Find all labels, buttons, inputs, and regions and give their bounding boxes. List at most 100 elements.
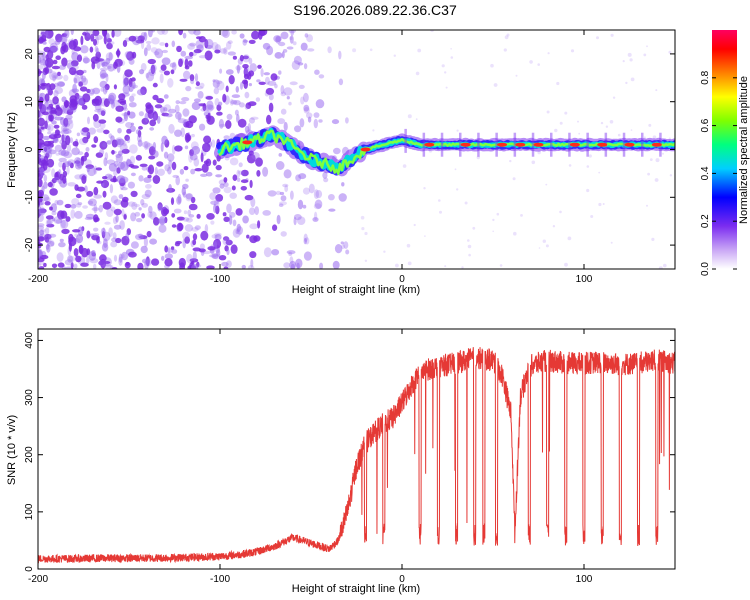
spectrogram-noise-blob — [178, 257, 186, 268]
spectrogram-noise-blob — [117, 162, 126, 170]
spectrogram-noise-blob — [134, 203, 141, 208]
spectrogram-noise-blob — [293, 214, 302, 221]
spectrogram-noise-blob — [160, 64, 167, 71]
spectrogram-noise-blob — [300, 42, 308, 51]
spectrogram-noise-blob — [148, 155, 156, 160]
spectrogram-noise-blob — [223, 177, 228, 183]
spectrogram-noise-blob — [225, 85, 229, 93]
spectrogram-noise-blob — [194, 225, 201, 231]
spectrogram-noise-blob — [89, 46, 94, 53]
spectrogram-noise-blob — [554, 128, 558, 133]
spectrogram-noise-blob — [568, 164, 572, 167]
spectrogram-noise-blob — [231, 30, 237, 35]
spectrogram-noise-blob — [55, 152, 60, 156]
spectrogram-noise-blob — [248, 83, 252, 87]
spectrogram-noise-blob — [101, 243, 109, 252]
spectrogram-noise-blob — [62, 118, 68, 127]
spectrogram-noise-blob — [318, 119, 323, 123]
spectrogram-noise-blob — [72, 229, 81, 233]
spectrogram-noise-blob — [38, 77, 43, 85]
spectrogram-noise-blob — [113, 30, 122, 37]
spectrogram-noise-blob — [52, 138, 59, 143]
spectrogram-noise-blob — [112, 216, 118, 225]
spectrogram-noise-blob — [86, 255, 90, 265]
spectrogram-noise-blob — [150, 47, 158, 53]
spectrogram-noise-blob — [248, 39, 256, 45]
spectrogram-noise-blob — [110, 178, 118, 183]
spectrogram-noise-blob — [197, 91, 204, 99]
spectrogram-noise-blob — [203, 135, 212, 144]
ridge-hotspot — [460, 142, 471, 147]
spectrogram-noise-blob — [55, 55, 61, 60]
spectrogram-noise-blob — [70, 204, 77, 209]
spectrogram-noise-blob — [291, 60, 301, 70]
spectrogram-noise-blob — [41, 194, 50, 202]
spectrogram-noise-blob — [178, 58, 183, 67]
spectrogram-noise-blob — [303, 104, 310, 112]
spectrogram-noise-blob — [131, 201, 138, 210]
spectrogram-noise-blob — [178, 30, 183, 36]
spectrogram-noise-blob — [643, 53, 647, 57]
spectrogram-noise-blob — [289, 35, 294, 44]
spectrogram-noise-blob — [76, 186, 86, 192]
spectrogram-noise-blob — [364, 259, 368, 262]
spectrogram-noise-blob — [145, 184, 152, 189]
spectrogram-noise-blob — [438, 199, 441, 202]
spectrogram-noise-blob — [44, 57, 54, 68]
spectrogram-noise-blob — [141, 166, 148, 171]
spectrogram-noise-blob — [196, 36, 202, 40]
spectrogram-noise-blob — [147, 164, 155, 175]
spectrogram-noise-blob — [48, 38, 55, 45]
spectrogram-noise-blob — [225, 120, 232, 129]
spectrogram-noise-blob — [413, 223, 416, 227]
spectrogram-noise-blob — [108, 174, 113, 180]
spectrogram-noise-blob — [190, 168, 196, 175]
spectrogram-noise-blob — [290, 263, 295, 269]
spectrogram-noise-blob — [52, 96, 59, 105]
spectrogram-noise-blob — [282, 183, 289, 188]
spectrogram-noise-blob — [290, 190, 294, 200]
spectrogram-noise-blob — [289, 36, 293, 40]
spectrogram-noise-blob — [546, 110, 550, 114]
spectrogram-noise-blob — [149, 238, 158, 245]
spectrogram-noise-blob — [298, 84, 305, 89]
spectrogram-noise-blob — [630, 129, 633, 131]
spectrogram-noise-blob — [598, 171, 601, 174]
spectrogram-noise-blob — [152, 175, 161, 184]
spectrogram-noise-blob — [38, 189, 44, 198]
spectrogram-noise-blob — [90, 33, 95, 42]
spectrogram-noise-blob — [297, 199, 304, 210]
spectrogram-noise-blob — [134, 211, 141, 217]
spectrogram-noise-blob — [122, 40, 128, 47]
spectrogram-noise-blob — [180, 50, 187, 57]
spectrogram-noise-blob — [150, 64, 157, 72]
spectrogram-noise-blob — [281, 51, 285, 59]
spectrogram-noise-blob — [226, 203, 232, 214]
spectrogram-noise-blob — [303, 92, 309, 103]
spectrogram-noise-blob — [596, 36, 599, 40]
spectrogram-noise-blob — [110, 195, 118, 204]
spectrogram-noise-blob — [172, 61, 177, 71]
y-tick-label: 400 — [24, 332, 35, 349]
spectrogram-noise-blob — [167, 166, 172, 175]
spectrogram-noise-blob — [244, 91, 250, 99]
spectrogram-noise-blob — [176, 216, 185, 221]
spectrogram-noise-blob — [64, 30, 70, 39]
spectrogram-noise-blob — [118, 256, 123, 266]
spectrogram-noise-blob — [58, 149, 67, 156]
spectrogram-noise-blob — [228, 215, 233, 225]
spectrogram-noise-blob — [130, 212, 137, 222]
spectrogram-noise-blob — [115, 105, 124, 112]
spectrogram-noise-blob — [170, 197, 175, 206]
spectrogram-noise-blob — [246, 153, 256, 164]
spectrogram-noise-blob — [280, 231, 287, 237]
spectrogram-noise-blob — [322, 171, 328, 179]
spectrogram-noise-blob — [57, 71, 61, 77]
spectrogram-noise-blob — [102, 142, 107, 148]
spectrogram-noise-blob — [232, 219, 237, 227]
snr-x-ticks: -200 -100 0 100 — [28, 329, 593, 585]
spectrogram-noise-blob — [272, 224, 278, 231]
spectrogram-noise-blob — [242, 38, 247, 46]
spectrogram-noise-blob — [559, 121, 563, 125]
spectrogram-noise-blob — [655, 89, 658, 92]
